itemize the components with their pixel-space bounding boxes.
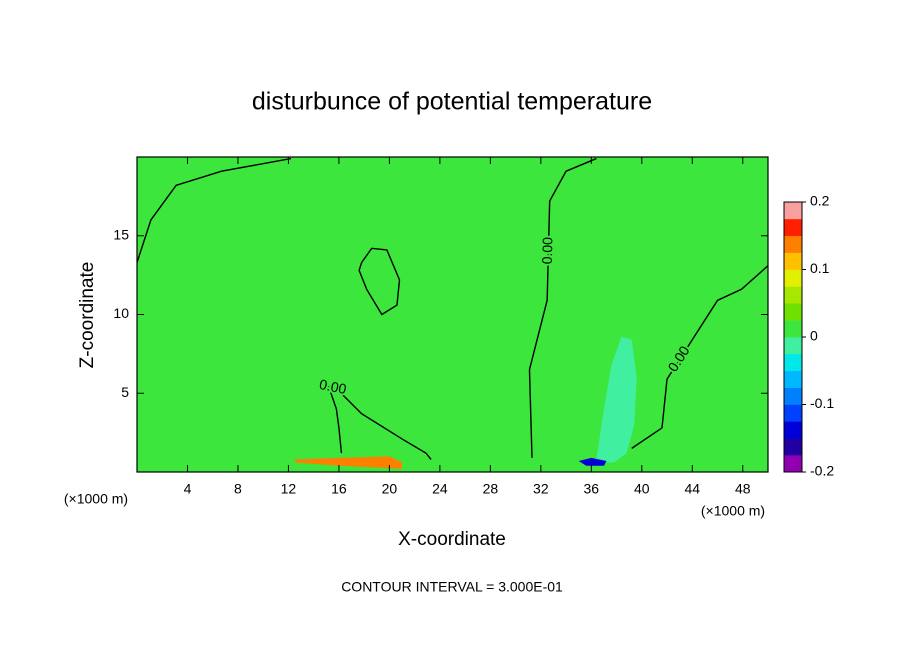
contour-line <box>631 265 768 449</box>
contour-label: 0.00 <box>539 237 556 265</box>
colorbar-tick-label: 0.1 <box>810 260 830 276</box>
x-tick-label: 44 <box>684 481 700 497</box>
x-axis-label: X-coordinate <box>398 529 506 550</box>
colorbar-swatch <box>784 202 802 220</box>
colorbar-swatch <box>784 353 802 372</box>
x-tick-label: 32 <box>533 481 549 497</box>
colorbar-swatch <box>784 337 802 355</box>
y-tick-label: 15 <box>113 226 129 242</box>
colorbar-swatch <box>784 404 802 422</box>
chart-title: disturbunce of potential temperature <box>252 88 652 116</box>
x-tick-label: 28 <box>483 481 499 497</box>
y-tick-label: 10 <box>113 305 129 321</box>
colorbar-swatch <box>784 235 802 253</box>
x-tick-label: 48 <box>735 481 751 497</box>
y-axis-label: Z-coordinate <box>77 262 98 369</box>
contour-line <box>358 247 401 316</box>
x-tick-label: 20 <box>382 481 398 497</box>
colorbar-swatch <box>784 269 802 287</box>
colorbar-tick-label: -0.2 <box>810 463 834 479</box>
x-tick-label: 40 <box>634 481 650 497</box>
colorbar-swatch <box>784 387 802 405</box>
x-tick-label: 24 <box>432 481 448 497</box>
plot-area: 0.000.000.00 <box>137 157 768 472</box>
colorbar-swatch <box>784 320 802 338</box>
colorbar-swatch <box>784 455 802 473</box>
x-unit-label: (×1000 m) <box>701 503 765 519</box>
field-background <box>137 157 768 472</box>
x-tick-label: 16 <box>331 481 347 497</box>
colorbar-swatch <box>784 252 802 270</box>
colorbar-swatch <box>784 370 802 388</box>
colorbar-swatch <box>784 438 802 456</box>
contour-line <box>327 386 432 460</box>
x-tick-label: 4 <box>184 481 192 497</box>
colorbar-swatch <box>784 218 802 237</box>
field-region <box>588 336 637 463</box>
colorbar-swatch <box>784 303 802 321</box>
contour-line <box>137 157 292 263</box>
colorbar-tick-label: 0 <box>810 328 818 344</box>
x-unit-label: (×1000 m) <box>64 491 128 507</box>
colorbar-swatch <box>784 286 802 304</box>
field-region <box>294 456 403 469</box>
x-tick-label: 36 <box>584 481 600 497</box>
x-tick-label: 8 <box>234 481 242 497</box>
footer-note: CONTOUR INTERVAL = 3.000E-01 <box>341 579 563 595</box>
colorbar-tick-label: 0.2 <box>810 193 830 209</box>
x-tick-label: 12 <box>281 481 297 497</box>
contour-line <box>528 157 597 458</box>
colorbar-swatch <box>784 421 802 439</box>
y-tick-label: 5 <box>121 384 129 400</box>
field-region <box>578 457 607 466</box>
colorbar-tick-label: -0.1 <box>810 395 834 411</box>
